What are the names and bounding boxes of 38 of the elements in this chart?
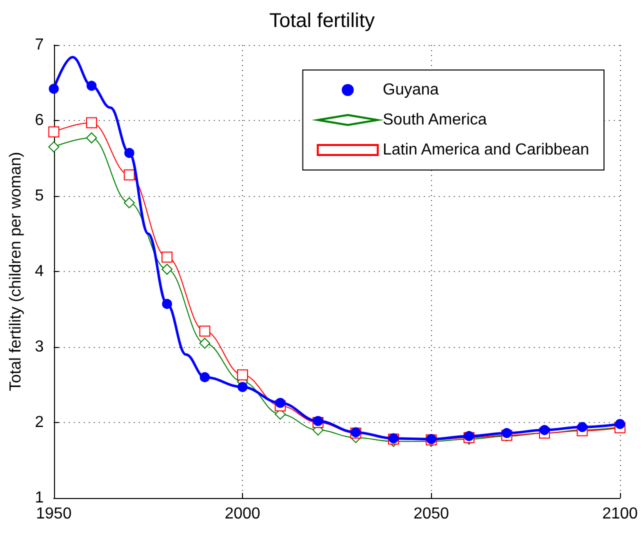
x-tick-label: 2050 [413, 506, 450, 522]
point [237, 369, 248, 380]
x-tick-label: 2100 [602, 506, 638, 522]
point [124, 148, 134, 158]
y-tick-label: 2 [34, 414, 44, 431]
point [199, 326, 210, 337]
point [275, 398, 286, 408]
y-tick-label: 1 [34, 490, 44, 506]
y-tick-label: 4 [34, 263, 44, 280]
point [540, 425, 550, 436]
legend-label: South America [382, 112, 487, 128]
point [615, 419, 625, 430]
point [86, 117, 98, 128]
y-tick-label: 7 [34, 36, 44, 54]
chart-title: Total fertility [269, 10, 375, 32]
point [162, 252, 173, 263]
point [48, 126, 60, 138]
y-axis-title: Total fertility (children per woman) [8, 152, 24, 392]
y-tick-label: 6 [34, 112, 44, 129]
y-tick-label: 5 [34, 188, 44, 204]
point [162, 264, 173, 275]
x-tick-label: 1950 [36, 506, 72, 522]
point [199, 338, 210, 349]
point [577, 422, 588, 432]
point [200, 372, 210, 382]
point [48, 141, 60, 152]
y-tick-label: 3 [34, 338, 44, 356]
point [86, 132, 98, 144]
legend-label: Latin America and Caribbean [382, 142, 590, 158]
point [48, 84, 59, 94]
point [162, 298, 172, 309]
point [124, 197, 135, 208]
x-tick-label: 2000 [224, 506, 260, 522]
point [238, 382, 248, 392]
point [502, 428, 512, 438]
point [86, 80, 97, 91]
point [124, 169, 135, 180]
legend-label: Guyana [382, 82, 439, 98]
